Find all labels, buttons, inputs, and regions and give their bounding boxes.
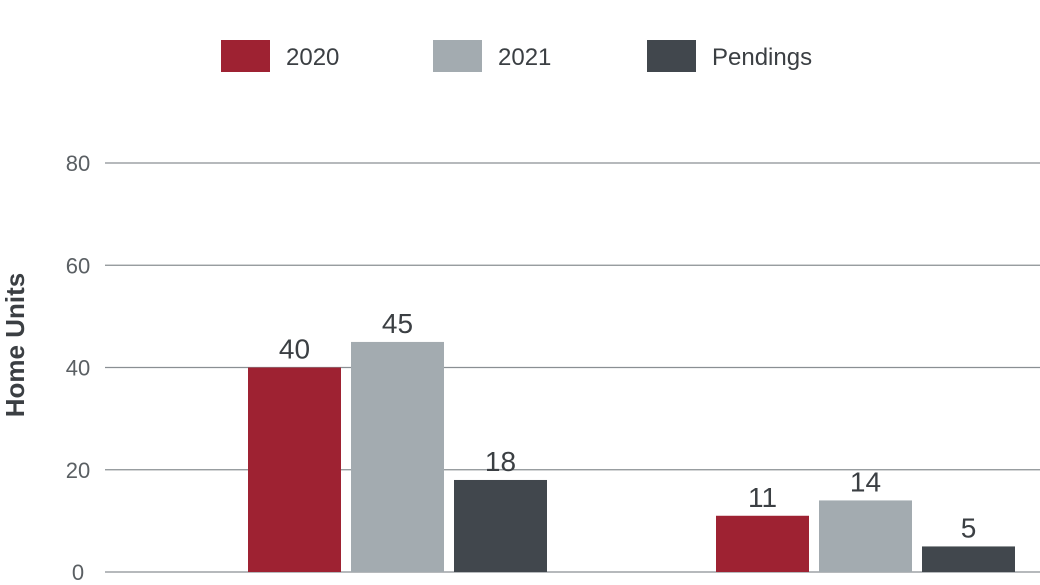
data-label: 5 xyxy=(961,512,977,543)
bar-2021-1 xyxy=(351,341,444,572)
y-tick-label: 80 xyxy=(66,151,90,176)
y-tick-label: 0 xyxy=(72,560,84,585)
legend-swatch-2021 xyxy=(433,40,482,72)
bar-2020-1 xyxy=(248,367,341,572)
bar-pendings-2 xyxy=(922,546,1015,572)
legend-label: 2021 xyxy=(498,44,551,71)
legend-label: Pendings xyxy=(712,44,812,71)
y-tick-label: 40 xyxy=(66,356,90,381)
data-label: 11 xyxy=(748,482,777,513)
y-axis-ticks: 0 20 40 60 80 xyxy=(66,151,90,585)
y-axis-title: Home Units xyxy=(0,273,30,417)
data-label: 40 xyxy=(279,334,310,365)
bars xyxy=(248,341,1015,572)
legend-swatch-2020 xyxy=(221,40,270,72)
bar-pendings-1 xyxy=(454,479,547,572)
legend-label: 2020 xyxy=(286,44,339,71)
bar-2021-2 xyxy=(819,500,912,572)
data-label: 14 xyxy=(850,466,881,497)
data-label: 18 xyxy=(485,446,516,477)
data-label: 45 xyxy=(382,308,413,339)
legend-swatch-pendings xyxy=(647,40,696,72)
data-labels: 40 11 45 14 18 5 xyxy=(279,308,976,544)
bar-2020-2 xyxy=(716,515,809,572)
y-tick-label: 20 xyxy=(66,458,90,483)
legend: 2020 2021 Pendings xyxy=(221,40,812,72)
y-tick-label: 60 xyxy=(66,253,90,278)
